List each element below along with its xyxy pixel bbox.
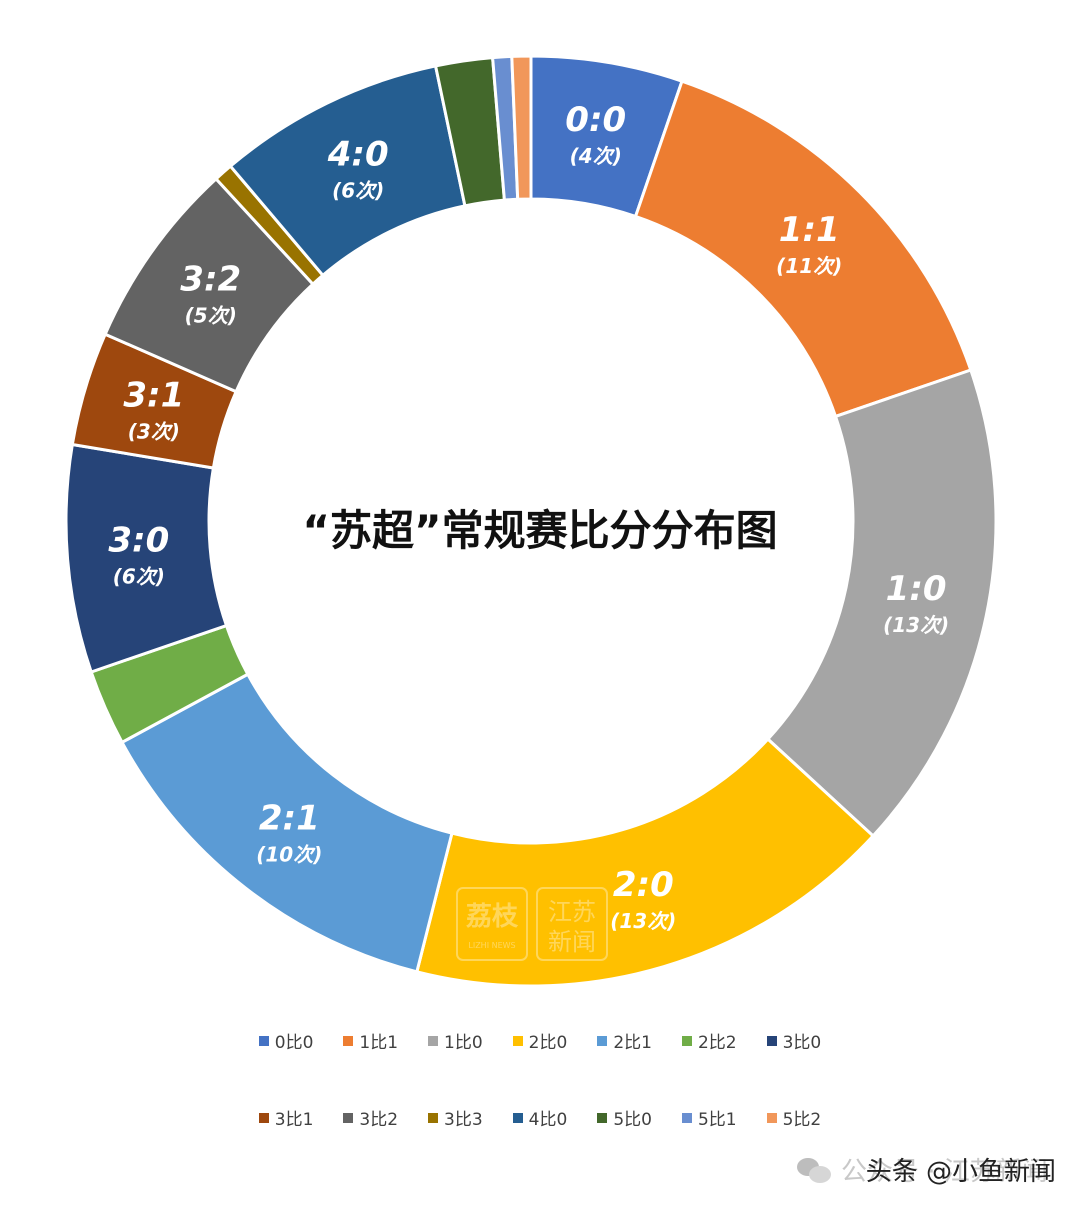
- legend-item-1比0: 1比0: [428, 1028, 483, 1053]
- legend-swatch: [428, 1112, 439, 1123]
- legend-swatch: [258, 1112, 269, 1123]
- slice-count-1比0: (13次): [883, 613, 949, 637]
- slice-label-4比0: 4:0: [327, 134, 389, 174]
- legend-swatch: [597, 1035, 608, 1046]
- slice-count-2比1: (10次): [256, 843, 322, 867]
- chart-title: “苏超”常规赛比分分布图: [302, 506, 777, 555]
- legend-label: 2比2: [697, 1033, 737, 1053]
- legend-label: 1比1: [359, 1033, 399, 1053]
- legend-label: 3比2: [359, 1110, 399, 1130]
- legend-label: 4比0: [528, 1110, 568, 1130]
- watermark-logo2-line2: 新闻: [548, 928, 596, 956]
- slice-count-3比0: (6次): [113, 564, 165, 588]
- legend-label: 5比0: [613, 1110, 652, 1130]
- slice-count-0比0: (4次): [570, 144, 622, 168]
- legend-item-0比0: 0比0: [258, 1028, 314, 1053]
- legend-item-4比0: 4比0: [512, 1105, 568, 1130]
- legend-label: 0比0: [274, 1033, 314, 1053]
- slice-count-3比2: (5次): [185, 303, 237, 327]
- slice-count-1比1: (11次): [776, 254, 842, 278]
- legend-swatch: [343, 1112, 354, 1123]
- legend-row-1: 0比0 1比1 1比0 2比0 2比1 2比2 3比0: [0, 1028, 1080, 1053]
- legend-swatch: [766, 1112, 777, 1123]
- legend-swatch: [428, 1035, 439, 1046]
- slice-5比2: [510, 54, 533, 201]
- slice-count-2比0: (13次): [610, 909, 676, 933]
- legend-label: 1比0: [444, 1033, 483, 1053]
- slice-label-2比0: 2:0: [613, 865, 674, 905]
- legend-swatch: [681, 1035, 692, 1046]
- legend-item-3比0: 3比0: [766, 1028, 822, 1053]
- watermark-account-text: 头条 @小鱼新闻: [865, 1157, 1056, 1187]
- slice-count-3比1: (3次): [128, 420, 180, 444]
- legend-item-2比0: 2比0: [512, 1028, 568, 1053]
- watermark-logo-sub: LIZHI NEWS: [468, 941, 515, 950]
- slice-label-0比0: 0:0: [565, 100, 626, 140]
- legend-swatch: [258, 1035, 269, 1046]
- watermark-logo2-line1: 江苏: [548, 898, 596, 926]
- legend-item-5比2: 5比2: [766, 1105, 822, 1130]
- legend-label: 5比1: [697, 1110, 737, 1130]
- labels-layer: 0:0 (4次) 1:1 (11次) 1:0 (13次) 2:0 (13次) 2:1 (10次) 3…: [108, 100, 949, 933]
- legend-label: 3比3: [444, 1110, 483, 1130]
- slice-label-2比1: 2:1: [259, 799, 320, 839]
- legend-label: 2比0: [528, 1033, 568, 1053]
- legend-swatch: [597, 1112, 608, 1123]
- legend-swatch: [512, 1035, 523, 1046]
- slice-label-3比0: 3:0: [108, 520, 169, 560]
- legend-label: 3比0: [782, 1033, 822, 1053]
- watermark-account-prefix: 公众号 · 江苏新闻: [840, 1157, 1048, 1187]
- legend-label: 2比1: [613, 1033, 652, 1053]
- legend-label: 5比2: [782, 1110, 822, 1130]
- legend-item-2比2: 2比2: [681, 1028, 737, 1053]
- legend-item-3比1: 3比1: [258, 1105, 314, 1130]
- slice-label-1比0: 1:0: [886, 569, 947, 609]
- wechat-icon: [796, 1156, 833, 1184]
- legend-item-3比2: 3比2: [343, 1105, 398, 1130]
- legend-swatch: [512, 1112, 523, 1123]
- legend-label: 3比1: [274, 1110, 314, 1130]
- slice-label-3比2: 3:2: [180, 259, 241, 299]
- slices-layer: [64, 54, 998, 988]
- legend-row-2: 3比1 3比2 3比3 4比0 5比0 5比1 5比2: [0, 1105, 1080, 1130]
- legend-item-2比1: 2比1: [597, 1028, 652, 1053]
- legend-swatch: [766, 1035, 777, 1046]
- slice-count-4比0: (6次): [332, 178, 384, 202]
- legend-swatch: [681, 1112, 692, 1123]
- watermark-logos: 荔枝 LIZHI NEWS 江苏 新闻: [456, 887, 608, 961]
- legend-item-5比1: 5比1: [681, 1105, 737, 1130]
- slice-label-3比1: 3:1: [123, 376, 184, 416]
- watermark: 公众号 · 江苏新闻 头条 @小鱼新闻: [796, 1151, 1056, 1188]
- donut-chart: 0:0 (4次) 1:1 (11次) 1:0 (13次) 2:0 (13次) 2:1 (10次) 3…: [64, 54, 998, 988]
- slice-label-1比1: 1:1: [779, 210, 840, 250]
- legend-item-3比3: 3比3: [428, 1105, 483, 1130]
- legend-item-5比0: 5比0: [597, 1105, 652, 1130]
- legend-item-1比1: 1比1: [343, 1028, 398, 1053]
- slice-1比0: [765, 368, 998, 839]
- watermark-logo-text: 荔枝: [466, 902, 519, 932]
- legend-swatch: [343, 1035, 354, 1046]
